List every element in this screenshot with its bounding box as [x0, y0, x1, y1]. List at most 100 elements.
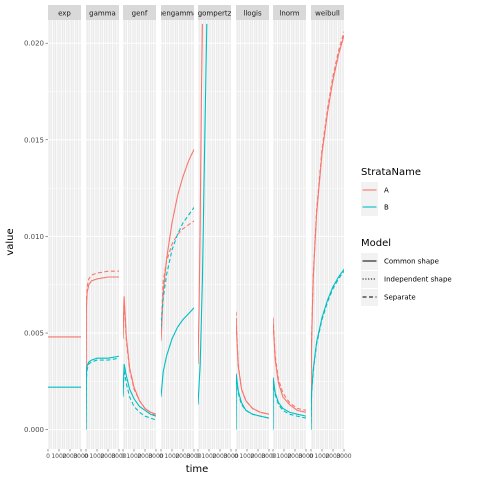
legend: StrataName A B Model Common shape Independent… — [361, 167, 452, 306]
strip-llogis — [236, 5, 269, 20]
series-line-gompertz-B-common-shape — [198, 23, 208, 405]
strip-genf — [123, 5, 156, 20]
strip-label-gompertz: gompertz — [198, 10, 232, 18]
x-tick-label: 2000 — [250, 453, 265, 460]
y-tick-label: 0.010 — [24, 233, 44, 241]
legend-title-strata: StrataName — [361, 167, 421, 178]
strip-label-weibull: weibull — [315, 10, 340, 18]
series-line-gengamma-B-separate — [161, 207, 194, 328]
x-tick-label: 3000 — [186, 453, 201, 460]
strip-label-genf: genf — [132, 10, 148, 18]
x-tick-label: 3000 — [148, 453, 163, 460]
series-line-gengamma-B-common-shape — [161, 307, 194, 397]
x-tick-label: 3000 — [111, 453, 126, 460]
series-line-gamma-A-separate — [86, 270, 119, 430]
legend-label-model: Common shape — [384, 258, 439, 266]
y-axis: 0.000 0.005 0.010 0.015 0.020 — [24, 40, 48, 434]
y-tick-label: 0.020 — [24, 40, 44, 48]
x-tick-label: 0 — [196, 453, 200, 460]
x-tick-label: 1000 — [164, 453, 179, 460]
x-tick-label: 1000 — [126, 453, 141, 460]
series-line-weibull-B-common-shape — [311, 268, 344, 430]
series-line-weibull-B-separate — [311, 270, 344, 430]
series-line-lnorm-A-separate — [273, 317, 306, 411]
x-tick-label: 2000 — [325, 453, 340, 460]
x-tick-label: 0 — [309, 453, 313, 460]
legend-label-strata: A — [384, 187, 389, 195]
x-tick-label: 2000 — [287, 453, 302, 460]
x-tick-label: 1000 — [276, 453, 291, 460]
legend-key-bg — [361, 271, 378, 288]
series-line-gengamma-A-common-shape — [161, 149, 194, 341]
x-tick-label: 2000 — [175, 453, 190, 460]
strip-gengamma — [161, 5, 194, 20]
series-line-llogis-A-separate — [236, 311, 269, 415]
x-tick-label: 1000 — [239, 453, 254, 460]
x-tick-label: 0 — [84, 453, 88, 460]
series-line-gengamma-A-separate — [161, 220, 194, 330]
x-tick-label: 0 — [159, 453, 163, 460]
strip-exp — [48, 5, 81, 20]
x-tick-label: 1000 — [89, 453, 104, 460]
legend-label-model: Separate — [384, 294, 416, 302]
x-tick-label: 2000 — [137, 453, 152, 460]
strip-weibull — [311, 5, 344, 20]
series-line-lnorm-B-common-shape — [273, 377, 306, 430]
panel-background — [48, 20, 81, 449]
x-tick-label: 3000 — [336, 453, 351, 460]
strip-gompertz — [198, 5, 231, 20]
x-tick-label: 3000 — [261, 453, 276, 460]
x-tick-label: 0 — [234, 453, 238, 460]
x-tick-label: 0 — [121, 453, 125, 460]
series-line-genf-B-separate — [123, 369, 156, 421]
legend-label-strata: B — [384, 204, 389, 212]
x-axis-title: time — [186, 464, 209, 475]
strip-label-gengamma: gengamma — [158, 10, 198, 18]
panel-background — [123, 20, 156, 449]
strip-lnorm — [273, 5, 306, 20]
x-tick-label: 2000 — [62, 453, 77, 460]
y-tick-label: 0.000 — [24, 426, 44, 434]
series-line-genf-B-common-shape — [123, 363, 156, 417]
x-tick-label: 2000 — [212, 453, 227, 460]
x-tick-label: 1000 — [314, 453, 329, 460]
legend-title-model: Model — [361, 238, 391, 249]
x-tick-label: 3000 — [73, 453, 88, 460]
series-line-llogis-B-separate — [236, 375, 269, 430]
y-tick-label: 0.015 — [24, 136, 44, 144]
x-tick-label: 1000 — [201, 453, 216, 460]
series-line-genf-A-separate — [123, 300, 156, 417]
x-tick-label: 0 — [271, 453, 275, 460]
x-tick-label: 3000 — [298, 453, 313, 460]
series-line-gamma-B-common-shape — [86, 355, 119, 430]
y-tick-label: 0.005 — [24, 330, 44, 338]
legend-label-model: Independent shape — [384, 276, 452, 284]
strip-label-exp: exp — [58, 10, 71, 18]
panel-background — [86, 20, 119, 449]
x-tick-label: 1000 — [51, 453, 66, 460]
x-tick-label: 3000 — [223, 453, 238, 460]
x-tick-label: 0 — [46, 453, 50, 460]
series-line-lnorm-B-separate — [273, 379, 306, 430]
strip-label-gamma: gamma — [89, 10, 116, 18]
strip-label-lnorm: lnorm — [279, 10, 299, 18]
panel-background — [273, 20, 306, 449]
series-line-gompertz-A-common-shape — [198, 23, 203, 364]
